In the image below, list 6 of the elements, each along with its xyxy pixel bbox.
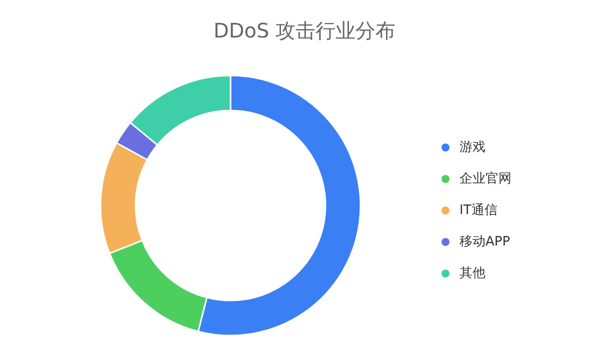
legend-label: 移动APP — [460, 234, 510, 250]
legend-label: 游戏 — [460, 140, 486, 155]
legend-label: IT通信 — [460, 203, 498, 218]
chart-title: DDoS 攻击行业分布 — [213, 18, 396, 42]
legend-label: 其他 — [460, 266, 486, 281]
legend-label: 企业官网 — [460, 170, 512, 186]
